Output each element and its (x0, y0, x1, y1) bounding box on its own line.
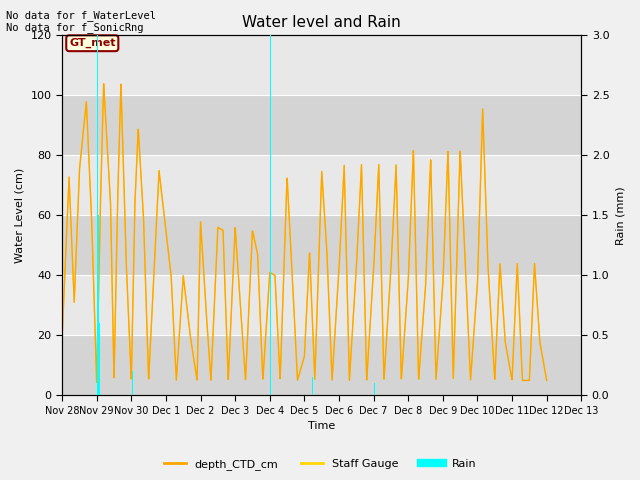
Bar (98, 216, 99, 396)
Y-axis label: Rain (mm): Rain (mm) (615, 186, 625, 245)
Bar (62, 276, 581, 336)
Bar (62, 96, 581, 156)
Bar (270, 36, 271, 396)
Bar (62, 156, 581, 216)
Text: GT_met: GT_met (69, 38, 116, 48)
Text: No data for f_WaterLevel
No data for f_SonicRng: No data for f_WaterLevel No data for f_S… (6, 10, 156, 33)
Title: Water level and Rain: Water level and Rain (243, 15, 401, 30)
Bar (62, 36, 581, 96)
Bar (97, 36, 98, 396)
Y-axis label: Water Level (cm): Water Level (cm) (15, 168, 25, 263)
Bar (62, 336, 581, 396)
X-axis label: Time: Time (308, 421, 335, 432)
Legend: depth_CTD_cm, Staff Gauge, Rain: depth_CTD_cm, Staff Gauge, Rain (159, 455, 481, 474)
Bar (62, 216, 581, 276)
